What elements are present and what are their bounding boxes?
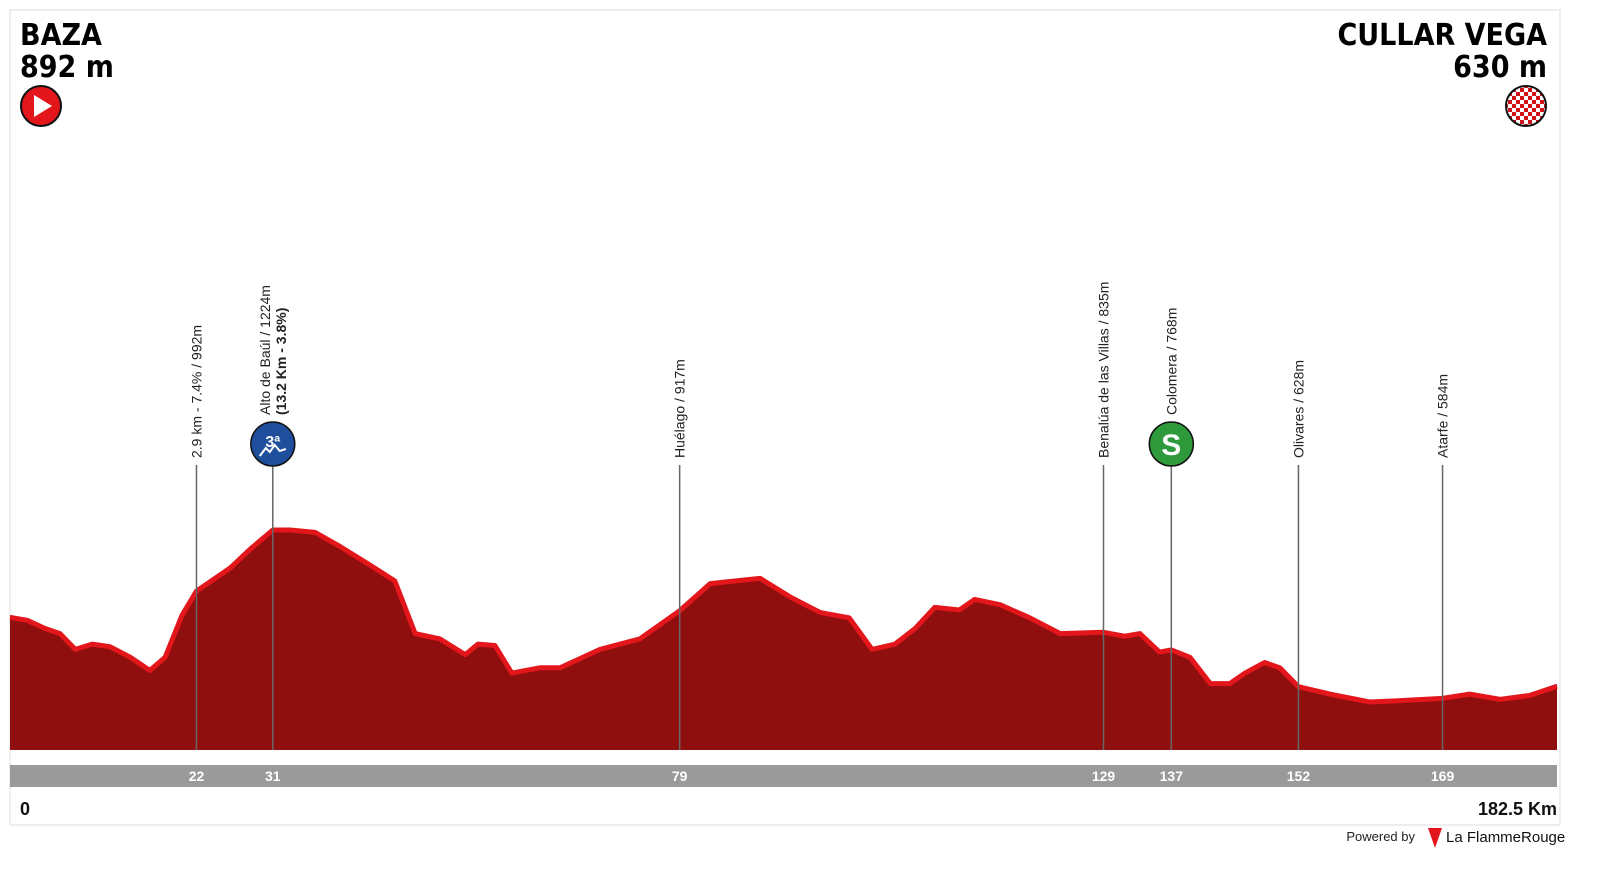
- x-tick-label: 0: [20, 799, 30, 819]
- marker-label: Colomera / 768m: [1163, 308, 1179, 415]
- marker-label: Atarfe / 584m: [1435, 374, 1451, 458]
- badge-text: S: [1161, 429, 1181, 462]
- marker-label: Benalúa de las Villas / 835m: [1095, 282, 1111, 458]
- profile-edge: [9, 527, 1558, 705]
- marker-label: Huélago / 917m: [672, 359, 688, 458]
- start-name: BAZA: [20, 18, 102, 53]
- x-tick-label: 137: [1160, 768, 1184, 784]
- badge: [250, 421, 296, 467]
- x-tick-label: 129: [1092, 768, 1116, 784]
- powered-by: Powered by: [1346, 829, 1415, 844]
- badge: [1148, 421, 1195, 467]
- x-tick-label: 182.5 Km: [1478, 799, 1557, 819]
- frame: [9, 9, 1561, 826]
- finish-name: CULLAR VEGA: [1337, 18, 1547, 53]
- badge-mountain: [258, 443, 287, 457]
- marker-label: 2.9 km - 7.4% / 992m: [188, 325, 204, 458]
- km-bar: [10, 765, 1557, 787]
- brand-logo: [1428, 828, 1442, 848]
- start-icon: [20, 85, 62, 127]
- profile-area: [10, 528, 1557, 750]
- x-tick-label: 79: [672, 768, 688, 784]
- marker-sublabel: (13.2 Km - 3.8%): [273, 308, 289, 415]
- brand-name: La FlammeRouge: [1446, 829, 1565, 846]
- x-tick-label: 152: [1287, 768, 1311, 784]
- start-altitude: 892 m: [20, 50, 114, 85]
- x-tick-label: 22: [189, 768, 205, 784]
- marker-label: Alto de Baúl / 1224m: [257, 285, 273, 415]
- marker-label: Olivares / 628m: [1290, 360, 1306, 458]
- finish-icon: [1505, 85, 1547, 127]
- finish-altitude: 630 m: [1453, 50, 1547, 85]
- x-tick-label: 169: [1431, 768, 1455, 784]
- x-tick-label: 31: [265, 768, 281, 784]
